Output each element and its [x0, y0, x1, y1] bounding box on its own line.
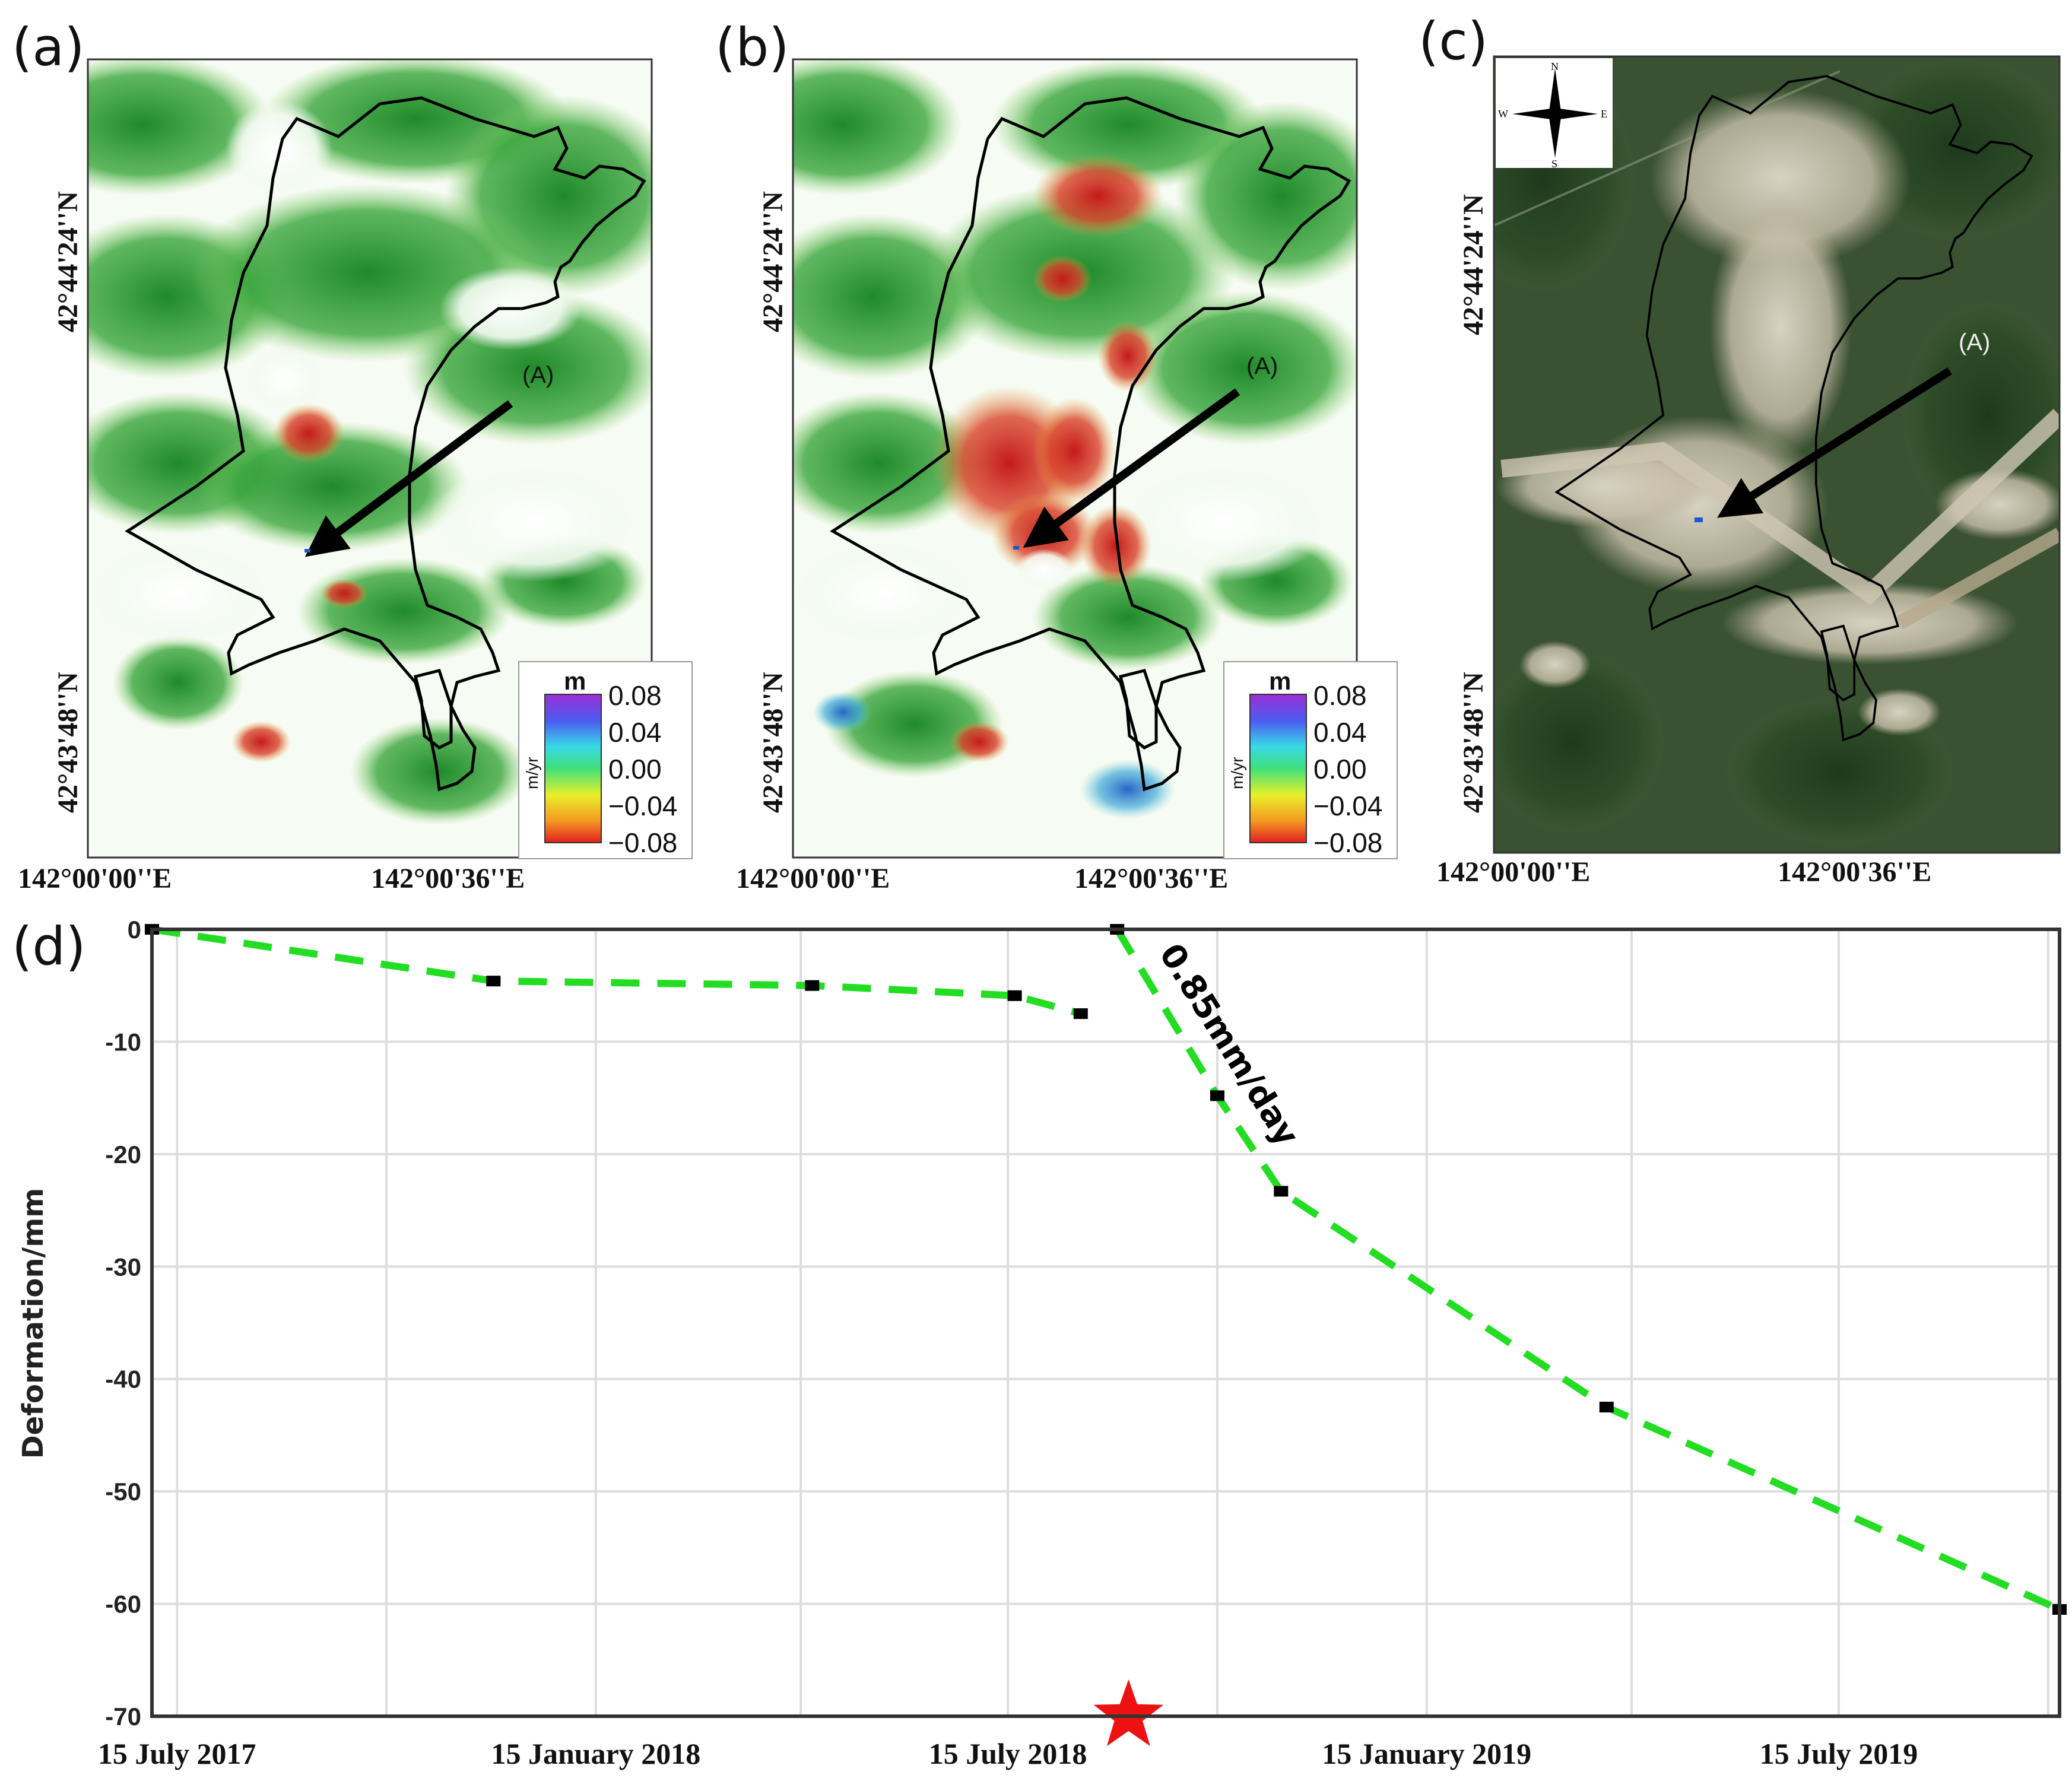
y-tick-0: 0 [128, 916, 141, 944]
y-tick-1: -10 [105, 1028, 141, 1056]
x-tick-3: 15 January 2019 [1322, 1737, 1531, 1770]
panel-b-lat-top: 42°44'24''N [757, 191, 789, 332]
panel-a-lon-right: 142°00'36''E [371, 863, 525, 894]
panel-a-marker-label: (A) [522, 362, 554, 388]
panel-b-cb-tick-3: 0.00 [1313, 754, 1367, 785]
panel-b-arrow [1023, 388, 1240, 548]
panel-c-landslide-outline [1554, 75, 2033, 742]
panel-a-cb-tick-2: 0.04 [608, 717, 662, 748]
event-star-marker [1093, 1679, 1164, 1746]
compass-s: S [1551, 158, 1557, 170]
y-tick-7: -70 [105, 1703, 141, 1730]
panel-b-lon-right: 142°00'36''E [1074, 863, 1228, 894]
y-axis-label: Deformation/mm [17, 1188, 50, 1459]
y-tick-2: -20 [105, 1141, 141, 1168]
panel-b-landslide-outline [830, 96, 1351, 792]
data-point-s2-3 [1274, 1186, 1289, 1197]
panel-b-point-marker [1013, 546, 1019, 550]
series-points [145, 924, 2067, 1615]
panel-a-colorbar-unit: m/yr [523, 757, 541, 789]
y-tick-5: -50 [105, 1478, 141, 1506]
panel-c-satellite-image [1494, 56, 2060, 853]
panel-a-colorbar-title: m [564, 667, 586, 695]
panel-c-point-marker [1695, 517, 1703, 522]
panel-a-landslide-outline [125, 96, 646, 792]
compass-south-point [1549, 112, 1561, 158]
panel-a-label: (a) [12, 17, 85, 78]
panel-c-lat-bottom: 42°43'48''N [1458, 672, 1489, 813]
chart-plot-frame [150, 928, 2061, 1718]
y-axis-ticks: 0 -10 -20 -30 -40 -50 -60 -70 [105, 916, 141, 1730]
data-point-s1-4 [1007, 990, 1022, 1001]
panel-b-colorbar-title: m [1269, 667, 1291, 695]
panel-b-cb-tick-2: 0.04 [1313, 717, 1367, 748]
panel-b-cb-tick-4: −0.04 [1313, 790, 1382, 821]
data-point-s2-4 [1599, 1402, 1614, 1413]
series-lines [151, 926, 2061, 1613]
y-tick-4: -40 [105, 1366, 141, 1393]
compass-north-point [1549, 68, 1561, 118]
data-point-s2-2 [1210, 1090, 1224, 1101]
chart-grid [152, 928, 2060, 1717]
x-axis-ticks: 15 July 2017 15 January 2018 15 July 2018 1… [98, 1737, 1918, 1770]
panel-c-marker-label: (A) [1959, 329, 1990, 355]
data-point-s1-3 [805, 980, 820, 991]
panel-c-lon-left: 142°00'00''E [1436, 856, 1590, 888]
panel-a-lat-bottom: 42°43'48''N [52, 672, 84, 813]
compass-west-point [1512, 108, 1561, 120]
panel-a-cb-tick-1: 0.08 [608, 680, 662, 711]
y-tick-3: -30 [105, 1253, 141, 1281]
compass-east-point [1549, 108, 1598, 120]
rate-annotation: 0.85mm/day [1151, 937, 1306, 1152]
x-tick-2: 15 July 2018 [929, 1737, 1087, 1770]
compass-w: W [1498, 108, 1508, 120]
panel-a-cb-tick-4: −0.04 [608, 790, 677, 821]
panel-c-lon-right: 142°00'36''E [1778, 856, 1931, 888]
data-point-s1-5 [1073, 1008, 1088, 1020]
compass-e: E [1601, 108, 1607, 120]
panel-c-lat-top: 42°44'24''N [1458, 194, 1489, 335]
panel-b-cb-tick-5: −0.08 [1313, 827, 1382, 858]
panel-a-map [88, 59, 652, 858]
panel-b-marker-label: (A) [1246, 353, 1278, 379]
y-tick-6: -60 [105, 1590, 141, 1618]
deformation-chart: 0 -10 -20 -30 -40 -50 -60 -70 15 July 2017 15 Ja… [17, 916, 2067, 1770]
panel-b-colorbar: m m/yr 0.08 0.04 0.00 −0.04 −0.08 [1223, 661, 1398, 859]
x-tick-0: 15 July 2017 [98, 1737, 256, 1770]
compass-rose: N S W E [1496, 58, 1613, 170]
panel-b-lon-left: 142°00'00''E [736, 863, 890, 894]
series-segment-2 [1114, 927, 2061, 1613]
panel-c-arrow [1717, 367, 1952, 518]
compass-n: N [1551, 61, 1559, 72]
panel-b-cb-tick-1: 0.08 [1313, 680, 1367, 711]
panel-a-lon-left: 142°00'00''E [18, 863, 172, 894]
panel-b-label: (b) [715, 17, 789, 78]
panel-b-lat-bottom: 42°43'48''N [757, 672, 789, 813]
panel-a-lat-top: 42°44'24''N [52, 191, 84, 332]
panel-a-cb-tick-3: 0.00 [608, 754, 662, 785]
panel-a-arrow [304, 400, 513, 557]
panel-b-colorbar-unit: m/yr [1228, 757, 1246, 789]
panel-a-cb-tick-5: −0.08 [608, 827, 677, 858]
series-segment-1 [151, 926, 1082, 1017]
panel-d-label: (d) [12, 916, 86, 977]
panel-c-label: (c) [1419, 11, 1488, 72]
x-tick-1: 15 January 2018 [491, 1737, 700, 1770]
chart-annotations [1093, 1679, 1164, 1746]
panel-a-point-marker [304, 549, 310, 552]
data-point-s1-2 [486, 976, 501, 987]
panel-a-colorbar: m m/yr 0.08 0.04 0.00 −0.04 −0.08 [518, 661, 693, 859]
x-tick-4: 15 July 2019 [1760, 1737, 1918, 1770]
